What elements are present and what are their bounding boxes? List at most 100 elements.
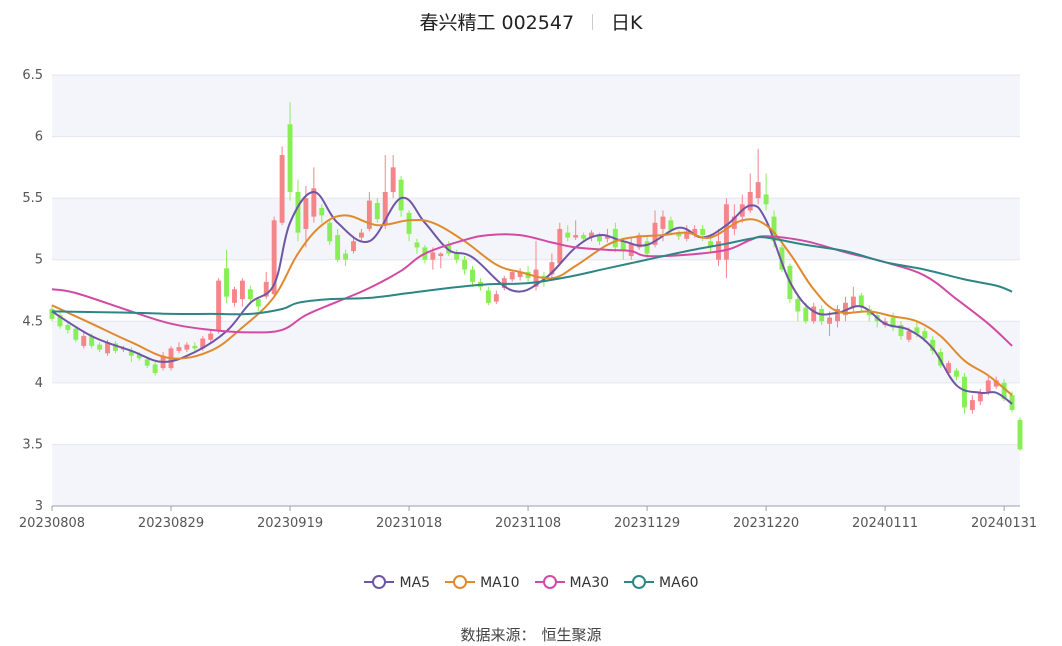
candle[interactable]	[247, 285, 253, 302]
candle-body	[263, 281, 269, 297]
candle[interactable]	[628, 237, 634, 260]
candle[interactable]	[374, 198, 380, 223]
legend-item-ma60[interactable]: MA60	[623, 574, 699, 591]
candle-body	[827, 317, 833, 324]
candle[interactable]	[668, 216, 674, 236]
candle[interactable]	[176, 342, 182, 354]
candle[interactable]	[224, 249, 230, 303]
candle[interactable]	[700, 225, 706, 242]
candle[interactable]	[573, 220, 579, 241]
candle[interactable]	[49, 305, 55, 322]
candle[interactable]	[470, 265, 475, 287]
candle[interactable]	[152, 361, 158, 376]
candle[interactable]	[398, 175, 404, 217]
candle[interactable]	[803, 302, 809, 324]
candle-body	[549, 262, 555, 275]
candle[interactable]	[319, 204, 325, 223]
candle[interactable]	[81, 332, 87, 349]
candle[interactable]	[763, 173, 769, 211]
candle[interactable]	[311, 167, 317, 223]
candle-body	[470, 269, 475, 282]
candle[interactable]	[755, 148, 761, 205]
candle[interactable]	[676, 230, 682, 241]
candle[interactable]	[287, 102, 293, 201]
candle-body	[184, 344, 190, 350]
candle[interactable]	[343, 249, 349, 266]
candle[interactable]	[351, 237, 356, 254]
candle[interactable]	[565, 225, 571, 242]
candle[interactable]	[795, 296, 801, 322]
candle[interactable]	[414, 238, 420, 254]
candle[interactable]	[192, 342, 198, 351]
candle-body	[208, 333, 214, 340]
candle[interactable]	[406, 210, 412, 242]
candle[interactable]	[509, 269, 515, 282]
candle[interactable]	[97, 342, 103, 353]
candle-body	[224, 268, 230, 297]
candle[interactable]	[239, 278, 245, 307]
candle[interactable]	[390, 155, 396, 199]
candle-body	[604, 236, 610, 239]
chart-title: 春兴精工 002547 日K	[0, 8, 1062, 35]
candle[interactable]	[858, 292, 864, 312]
candle[interactable]	[184, 342, 190, 353]
candle-body	[128, 350, 134, 356]
candle-body	[430, 252, 436, 260]
candle[interactable]	[255, 296, 261, 312]
x-tick-label: 20231108	[495, 516, 561, 531]
candle[interactable]	[382, 155, 388, 229]
candle[interactable]	[1017, 417, 1023, 451]
candle[interactable]	[295, 179, 301, 242]
legend-item-ma5[interactable]: MA5	[363, 574, 430, 591]
candle-body	[374, 203, 380, 220]
legend-line-circle-icon	[534, 575, 565, 589]
candle[interactable]	[811, 302, 817, 324]
candle[interactable]	[827, 311, 833, 337]
candle[interactable]	[493, 290, 499, 305]
candle[interactable]	[366, 191, 372, 232]
candle[interactable]	[723, 198, 729, 279]
candle[interactable]	[636, 232, 642, 250]
candle[interactable]	[969, 395, 975, 414]
candle-body	[977, 392, 983, 402]
candle[interactable]	[113, 340, 118, 354]
candle[interactable]	[961, 373, 967, 414]
candle[interactable]	[73, 326, 79, 343]
legend-item-ma30[interactable]: MA30	[534, 574, 609, 591]
candle[interactable]	[954, 368, 959, 381]
candle[interactable]	[208, 329, 214, 344]
candle[interactable]	[517, 268, 523, 281]
candle[interactable]	[898, 321, 904, 340]
legend-line-circle-icon	[624, 575, 655, 589]
candle[interactable]	[335, 228, 341, 263]
candle[interactable]	[930, 336, 936, 355]
candle-body	[287, 124, 293, 192]
candle[interactable]	[835, 305, 840, 328]
candle[interactable]	[549, 253, 555, 279]
kline-chart[interactable]: 3 3.5 4 4.5 5 5.5 6 6.5 20230808 20230829 2023091…	[0, 0, 1062, 560]
candle[interactable]	[232, 286, 237, 307]
candle[interactable]	[842, 296, 848, 322]
candle[interactable]	[358, 228, 364, 242]
candle[interactable]	[279, 146, 285, 226]
y-tick-label: 5.5	[22, 191, 43, 206]
candle-body	[239, 280, 245, 300]
x-tick-label: 20231129	[614, 516, 680, 531]
candle[interactable]	[485, 286, 491, 306]
candle[interactable]	[216, 278, 222, 334]
candle[interactable]	[779, 244, 785, 273]
candle[interactable]	[128, 347, 134, 362]
candle[interactable]	[462, 256, 468, 275]
candle[interactable]	[144, 356, 150, 369]
candle-body	[771, 216, 777, 242]
candle[interactable]	[327, 219, 333, 245]
candle-body	[105, 342, 111, 354]
candle[interactable]	[589, 230, 595, 242]
candle[interactable]	[438, 252, 444, 269]
legend-item-ma10[interactable]: MA10	[444, 574, 520, 591]
legend-label: MA10	[480, 575, 520, 591]
candle[interactable]	[977, 389, 983, 406]
legend: MA5 MA10 MA30 MA60	[0, 574, 1062, 591]
candle[interactable]	[57, 311, 63, 329]
candle[interactable]	[65, 321, 71, 334]
